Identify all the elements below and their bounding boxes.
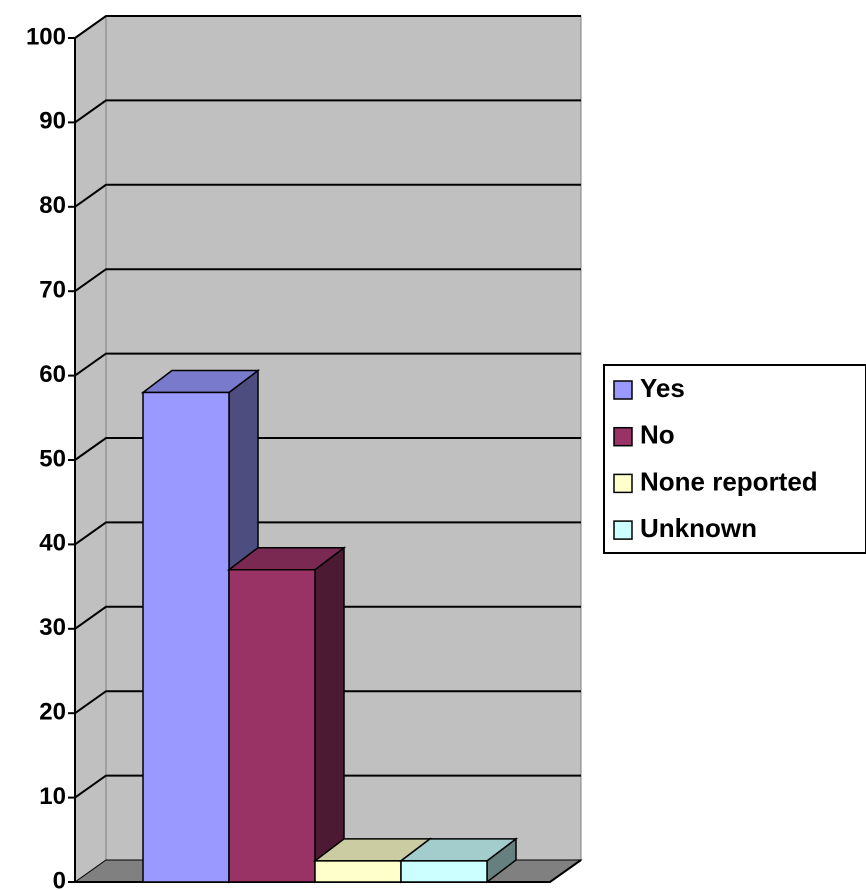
grid-line (74, 15, 581, 39)
y-tick-label: 60 (39, 361, 66, 388)
y-tick-label: 0 (53, 867, 66, 890)
bar (142, 391, 230, 883)
y-tick-label: 50 (39, 445, 66, 472)
y-tick-label: 30 (39, 614, 66, 641)
grid-line (74, 774, 581, 799)
y-tick-label: 10 (39, 783, 66, 810)
legend-label: Yes (640, 373, 685, 403)
y-tick-label: 90 (39, 108, 66, 135)
legend-label: None reported (640, 466, 818, 496)
legend-swatch (613, 520, 633, 540)
y-tick-label: 100 (26, 23, 66, 50)
y-tick-label: 40 (39, 530, 66, 557)
grid-line (74, 183, 581, 208)
legend-swatch (613, 473, 633, 494)
legend-label: No (640, 420, 675, 450)
legend-label: Unknown (640, 513, 757, 543)
bar (228, 568, 316, 883)
bar (400, 860, 488, 883)
bar-side (314, 546, 345, 884)
y-tick-label: 20 (39, 699, 66, 726)
grid-line (74, 521, 581, 546)
grid-line (74, 605, 581, 630)
legend-swatch (613, 426, 633, 447)
grid-line (74, 690, 581, 715)
bar (314, 860, 402, 883)
legend-swatch (613, 380, 633, 400)
y-tick-label: 70 (39, 277, 66, 304)
grid-line (74, 268, 581, 293)
grid-line (74, 99, 581, 124)
grid-line (74, 437, 581, 461)
y-tick-label: 80 (39, 192, 66, 219)
legend-box (603, 364, 866, 554)
grid-line (74, 352, 581, 377)
